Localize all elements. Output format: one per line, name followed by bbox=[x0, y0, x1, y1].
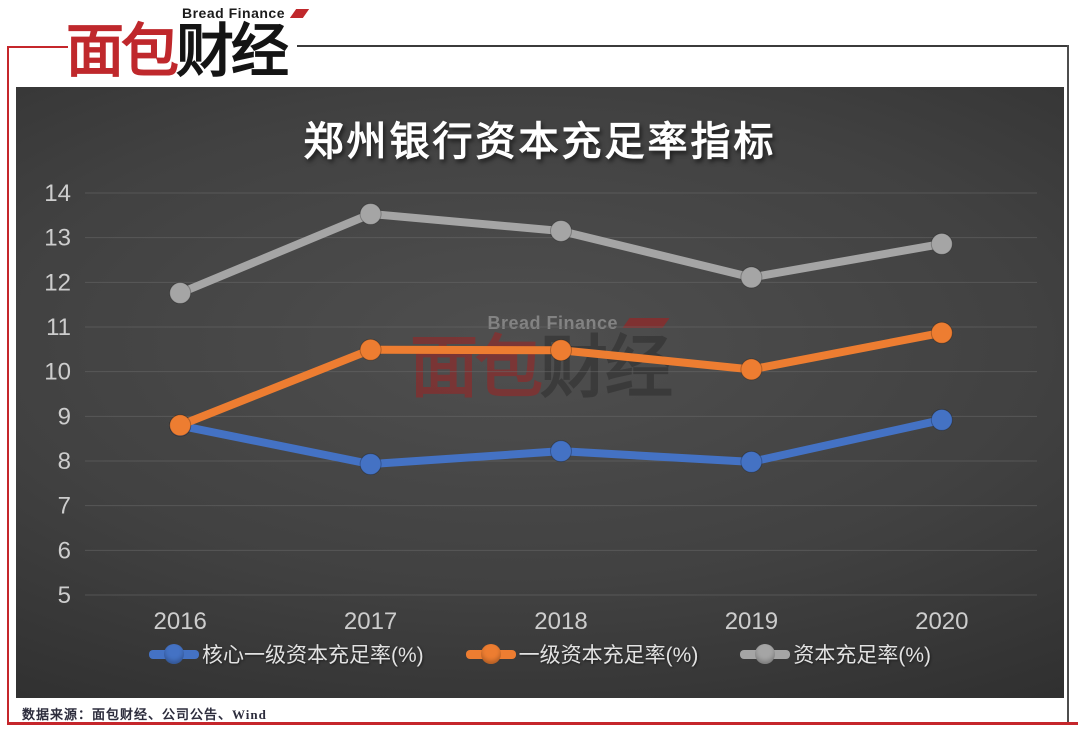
brand-name-chinese-black: 财经 bbox=[176, 19, 289, 84]
legend-dot-icon bbox=[755, 644, 776, 664]
x-axis-tick-label: 2019 bbox=[725, 608, 778, 635]
brand-name-chinese: 面包财经 bbox=[66, 22, 306, 82]
brand-logo: Bread Finance 面包财经 bbox=[66, 4, 310, 82]
legend-dot-icon bbox=[480, 644, 501, 664]
data-point-series2-2019 bbox=[740, 266, 763, 289]
legend-marker-icon bbox=[465, 644, 516, 664]
frame-line-bottom bbox=[7, 722, 1078, 725]
legend-marker-icon bbox=[148, 644, 199, 664]
frame-line-top-red bbox=[7, 46, 68, 48]
x-axis-tick-label: 2020 bbox=[915, 608, 968, 635]
data-point-series0-2018 bbox=[550, 440, 572, 463]
data-point-series1-2017 bbox=[359, 338, 382, 361]
data-point-series2-2018 bbox=[550, 219, 572, 242]
legend-label: 资本充足率(%) bbox=[793, 644, 931, 667]
legend-item-1: 一级资本充足率(%) bbox=[465, 639, 699, 669]
y-axis-tick-label: 10 bbox=[44, 359, 71, 386]
chart-title: 郑州银行资本充足率指标 bbox=[303, 120, 777, 164]
y-axis-tick-label: 14 bbox=[44, 180, 71, 207]
legend-marker-icon bbox=[740, 644, 791, 664]
brand-name-english: Bread Finance bbox=[182, 5, 285, 21]
data-point-series1-2019 bbox=[740, 358, 763, 381]
y-axis-tick-label: 9 bbox=[58, 403, 71, 430]
data-point-series0-2019 bbox=[740, 450, 763, 473]
legend-label: 一级资本充足率(%) bbox=[518, 644, 699, 667]
data-point-series0-2017 bbox=[359, 453, 382, 476]
y-axis-tick-label: 5 bbox=[58, 582, 71, 609]
y-axis-tick-label: 12 bbox=[44, 269, 71, 296]
chart-panel: 郑州银行资本充足率指标 Bread Finance 面包财经 5 6 7 8 9 10 11… bbox=[16, 87, 1064, 698]
frame-line-right bbox=[1067, 45, 1069, 724]
brand-name-chinese-red: 面包 bbox=[66, 19, 179, 84]
data-point-series1-2018 bbox=[550, 339, 572, 362]
y-axis-tick-label: 13 bbox=[44, 225, 71, 252]
y-axis-tick-label: 6 bbox=[58, 537, 71, 564]
data-point-series2-2017 bbox=[359, 202, 382, 225]
y-axis-tick-label: 8 bbox=[58, 448, 71, 475]
data-source: 数据来源：面包财经、公司公告、Wind bbox=[22, 707, 267, 722]
chart-legend: 核心一级资本充足率(%) 一级资本充足率(%) 资本充足率(%) bbox=[16, 639, 1064, 669]
data-point-series1-2020 bbox=[930, 321, 953, 344]
legend-item-2: 资本充足率(%) bbox=[740, 639, 931, 669]
x-axis-tick-label: 2016 bbox=[154, 608, 207, 635]
data-point-series2-2020 bbox=[930, 232, 953, 255]
plot-area: 5 6 7 8 9 10 11 12 13 14 2016 2017 2018 2019 2020 bbox=[44, 180, 1037, 635]
brand-swoosh-icon bbox=[289, 8, 310, 18]
legend-label: 核心一级资本充足率(%) bbox=[201, 644, 424, 667]
y-axis-tick-label: 7 bbox=[58, 493, 71, 520]
frame-line-top-dark bbox=[297, 45, 1069, 47]
brand-logo-top-row: Bread Finance bbox=[182, 4, 310, 22]
frame-line-left bbox=[7, 46, 9, 724]
x-axis-tick-label: 2018 bbox=[534, 608, 587, 635]
y-axis-tick-label: 11 bbox=[46, 314, 71, 341]
data-point-series1-2016 bbox=[169, 414, 192, 437]
x-axis-tick-label: 2017 bbox=[344, 608, 397, 635]
legend-item-0: 核心一级资本充足率(%) bbox=[148, 639, 424, 669]
data-point-series0-2020 bbox=[930, 408, 953, 431]
data-point-series2-2016 bbox=[169, 282, 192, 305]
legend-dot-icon bbox=[163, 644, 184, 664]
